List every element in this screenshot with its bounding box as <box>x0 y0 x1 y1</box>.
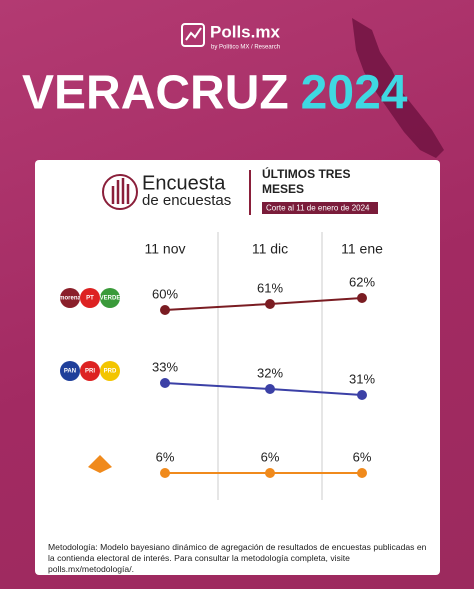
point <box>160 378 170 388</box>
value-label: 6% <box>353 449 372 464</box>
brand-icon <box>181 23 205 47</box>
party-badge <box>80 361 100 381</box>
logo <box>102 174 138 210</box>
point <box>357 293 367 303</box>
party-badge <box>60 288 80 308</box>
logo-text: Encuesta <box>142 172 226 194</box>
brand: Polls.mx <box>210 22 280 41</box>
value-label: 32% <box>257 365 283 380</box>
point <box>265 468 275 478</box>
logo-text: de encuestas <box>142 192 231 209</box>
logo-bars <box>111 178 130 204</box>
party-icon <box>88 455 112 473</box>
value-label: 6% <box>261 449 280 464</box>
party-label: PT <box>86 296 94 302</box>
party-label: VERDE <box>100 296 121 302</box>
state-map <box>352 18 444 158</box>
subtitle-box: ÚLTIMOS TRES MESES <box>262 167 351 196</box>
party-label: PRD <box>104 369 117 375</box>
x-tick-label: 11 nov <box>145 241 186 257</box>
cutoff-bg <box>262 202 378 214</box>
title-highlight: 2024 <box>301 67 408 120</box>
value-label: 33% <box>152 359 178 374</box>
party-label: PRI <box>85 369 95 375</box>
value-label: 60% <box>152 286 178 301</box>
x-tick-label: 11 ene <box>341 241 383 257</box>
value-label: 61% <box>257 280 283 295</box>
party-badge <box>60 361 80 381</box>
point <box>160 468 170 478</box>
party-badge <box>80 288 100 308</box>
cutoff: Corte al 11 de enero de 2024 <box>266 204 370 213</box>
point <box>265 384 275 394</box>
subtitle: ÚLTIMOS TRES MESES <box>262 167 351 196</box>
logo-circle <box>102 174 138 210</box>
value-label: 31% <box>349 371 375 386</box>
party-badge <box>100 361 120 381</box>
brand-icon-line <box>185 27 202 41</box>
value-label: 62% <box>349 274 375 289</box>
party-badge <box>100 288 120 308</box>
point <box>265 299 275 309</box>
point <box>357 390 367 400</box>
party-label: PAN <box>64 369 76 375</box>
point <box>160 305 170 315</box>
footnote: Metodología: Modelo bayesiano dinámico d… <box>48 542 427 574</box>
x-tick-label: 11 dic <box>252 241 288 257</box>
point <box>357 468 367 478</box>
card <box>35 160 440 575</box>
brand-byline: by Político MX / Research <box>211 45 280 51</box>
value-label: 6% <box>156 449 175 464</box>
party-label: morena <box>59 296 81 302</box>
title: VERACRUZ <box>22 67 289 120</box>
